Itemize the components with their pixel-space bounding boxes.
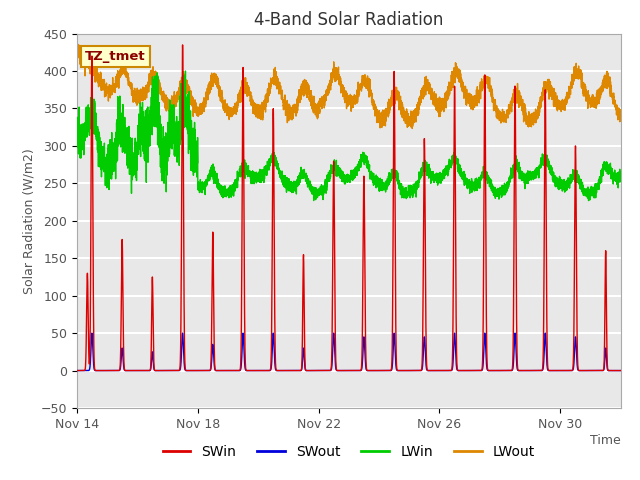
SWout bbox=[95, 368, 103, 373]
SWin bbox=[170, 368, 178, 373]
Line: SWin: SWin bbox=[77, 45, 621, 371]
SWout bbox=[255, 368, 263, 373]
Line: LWout: LWout bbox=[77, 41, 621, 129]
X-axis label: Time: Time bbox=[590, 433, 621, 446]
SWin bbox=[397, 368, 404, 373]
SWin bbox=[73, 368, 81, 373]
LWin bbox=[585, 198, 593, 204]
SWout bbox=[88, 330, 96, 336]
LWin bbox=[170, 128, 178, 133]
LWout bbox=[95, 78, 103, 84]
LWin bbox=[182, 68, 189, 74]
SWin bbox=[173, 368, 181, 373]
LWout bbox=[408, 126, 416, 132]
SWout bbox=[173, 368, 181, 373]
LWout bbox=[170, 89, 178, 95]
SWin bbox=[179, 42, 186, 48]
SWout bbox=[73, 368, 81, 373]
SWin bbox=[617, 368, 625, 373]
Title: 4-Band Solar Radiation: 4-Band Solar Radiation bbox=[254, 11, 444, 29]
LWout bbox=[617, 118, 625, 124]
Text: TZ_tmet: TZ_tmet bbox=[85, 50, 145, 63]
LWout bbox=[611, 101, 619, 107]
SWout bbox=[170, 368, 178, 373]
LWin bbox=[611, 174, 619, 180]
SWin bbox=[95, 368, 102, 373]
Y-axis label: Solar Radiation (W/m2): Solar Radiation (W/m2) bbox=[22, 148, 35, 294]
LWout bbox=[255, 102, 263, 108]
LWin bbox=[73, 133, 81, 139]
SWin bbox=[611, 368, 618, 373]
SWout bbox=[397, 368, 404, 373]
LWout bbox=[173, 99, 181, 105]
SWout bbox=[611, 368, 618, 373]
LWin bbox=[617, 171, 625, 177]
LWout bbox=[73, 45, 81, 51]
LWout bbox=[73, 38, 81, 44]
LWin bbox=[397, 192, 404, 197]
Line: LWin: LWin bbox=[77, 71, 621, 201]
LWin bbox=[173, 144, 181, 150]
LWout bbox=[397, 93, 404, 99]
Legend: SWin, SWout, LWin, LWout: SWin, SWout, LWin, LWout bbox=[157, 440, 541, 465]
LWin bbox=[255, 175, 263, 181]
Line: SWout: SWout bbox=[77, 333, 621, 371]
SWout bbox=[617, 368, 625, 373]
LWin bbox=[95, 129, 102, 135]
SWin bbox=[255, 368, 263, 373]
